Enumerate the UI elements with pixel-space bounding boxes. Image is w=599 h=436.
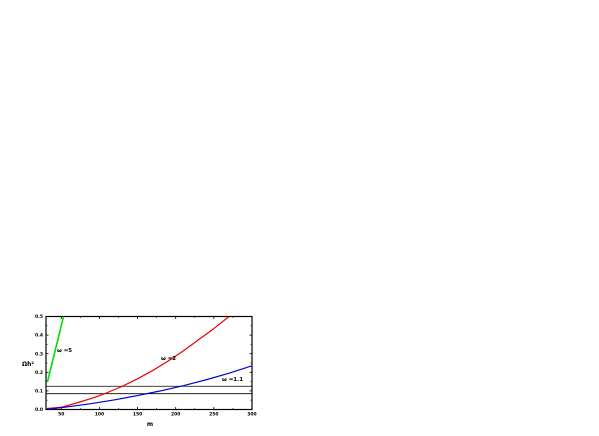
plot-layer: 0.0 0.1 0.2 0.3 0.4 0.5 50 100 150 200 250 300	[35, 314, 257, 417]
x-tick-label: 50	[58, 412, 64, 418]
x-tick-label: 300	[247, 412, 256, 418]
x-tick-label: 100	[95, 412, 104, 418]
x-axis-label: m	[147, 421, 153, 428]
series-line-1	[46, 316, 230, 410]
series-annotation-omega-2: ω =2	[161, 356, 176, 362]
y-tick-label: 0.1	[35, 389, 43, 395]
series-line-0	[46, 316, 65, 382]
series-annotation-omega-1-1: ω =1.1	[222, 377, 243, 383]
x-tick-label: 250	[209, 412, 218, 418]
y-tick-label: 0.5	[35, 314, 43, 320]
y-tick-label: 0.2	[35, 370, 43, 376]
y-tick-label: 0.3	[35, 351, 43, 357]
x-tick-label: 200	[171, 412, 180, 418]
y-tick-label: 0.0	[35, 407, 43, 413]
series-line-2	[46, 365, 252, 410]
plot-frame	[45, 315, 253, 411]
x-tick-label: 150	[133, 412, 142, 418]
y-axis-label: Ωh²	[22, 361, 34, 368]
series-annotation-omega-5: ω =5	[57, 348, 72, 354]
y-tick-label: 0.4	[35, 333, 43, 339]
